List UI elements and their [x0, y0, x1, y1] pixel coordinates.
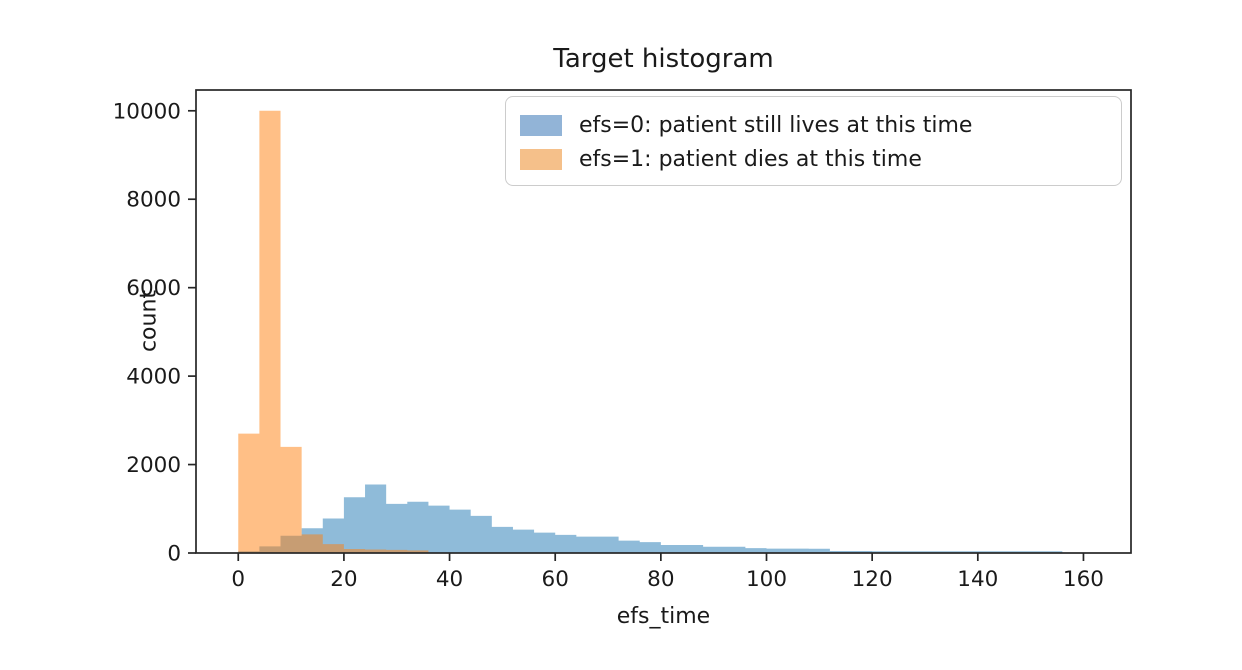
- y-tick-label: 4000: [126, 365, 181, 390]
- x-tick-label: 80: [647, 567, 674, 592]
- histogram-series-1: [238, 110, 429, 553]
- x-tick-label: 40: [436, 567, 463, 592]
- x-tick-label: 160: [1063, 567, 1104, 592]
- legend-label-efs1: efs=1: patient dies at this time: [579, 146, 922, 172]
- x-tick-label: 20: [330, 567, 357, 592]
- x-tick-label: 120: [852, 567, 893, 592]
- legend-swatch-blue: [520, 114, 562, 136]
- legend-entry-efs1: efs=1: patient dies at this time: [520, 142, 1121, 176]
- axes-spines: [195, 89, 1132, 554]
- x-tick-label: 60: [542, 567, 569, 592]
- histogram-series-0: [238, 484, 1063, 553]
- y-tick-label: 10000: [113, 99, 181, 124]
- y-tick-label: 8000: [126, 188, 181, 213]
- legend: efs=0: patient still lives at this time …: [505, 96, 1122, 186]
- chart-title: Target histogram: [553, 44, 774, 74]
- x-axis-label: efs_time: [616, 604, 711, 629]
- x-tick-label: 140: [957, 567, 998, 592]
- legend-entry-efs0: efs=0: patient still lives at this time: [520, 108, 1121, 142]
- x-tick-label: 0: [231, 567, 245, 592]
- y-tick-label: 6000: [126, 276, 181, 301]
- x-tick-label: 100: [746, 567, 787, 592]
- y-tick-label: 0: [167, 542, 181, 567]
- legend-swatch-orange: [520, 148, 562, 170]
- y-tick-label: 2000: [126, 453, 181, 478]
- legend-label-efs0: efs=0: patient still lives at this time: [579, 112, 973, 138]
